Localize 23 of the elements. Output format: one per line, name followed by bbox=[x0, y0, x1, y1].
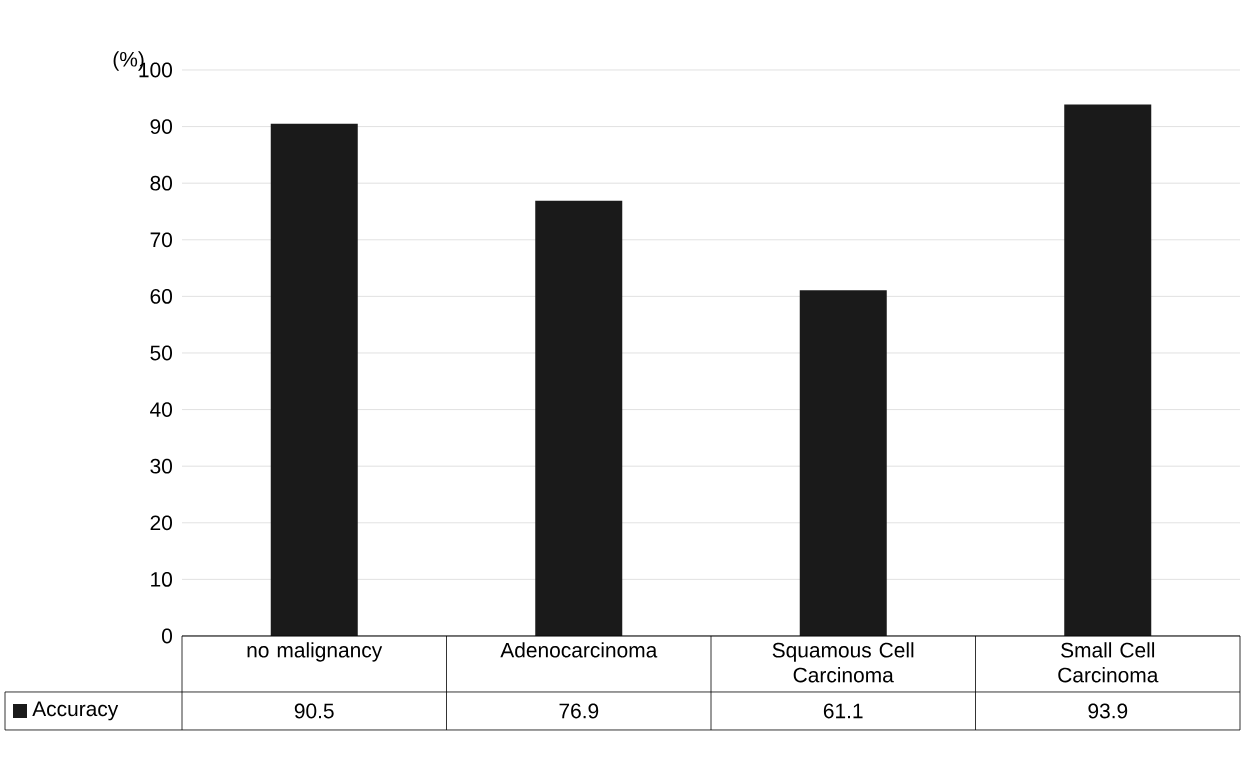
y-tick-label: 0 bbox=[162, 628, 173, 644]
y-tick-label: 70 bbox=[150, 232, 173, 248]
y-tick-label: 10 bbox=[151, 571, 173, 587]
bar bbox=[535, 200, 623, 636]
legend-label: Accuracy bbox=[32, 701, 119, 721]
data-label: 76.9 bbox=[559, 703, 599, 719]
y-tick-label: 80 bbox=[150, 175, 173, 191]
x-tick-label: Adenocarcinoma bbox=[500, 642, 658, 658]
x-tick-label: no malignancy bbox=[247, 642, 383, 662]
data-label: 93.9 bbox=[1088, 703, 1128, 719]
y-tick-label: 50 bbox=[150, 345, 173, 361]
data-label: 61.1 bbox=[823, 703, 863, 719]
y-tick-label: 60 bbox=[150, 288, 173, 304]
x-tick-label: Small Cell Carcinoma bbox=[1058, 642, 1159, 683]
y-tick-label: 90 bbox=[150, 119, 173, 134]
y-tick-label: 40 bbox=[150, 402, 173, 417]
data-label: 90.5 bbox=[294, 703, 334, 719]
y-tick-label: 30 bbox=[150, 458, 173, 474]
x-tick-label: Squamous Cell Carcinoma bbox=[772, 642, 914, 683]
bar bbox=[270, 123, 358, 636]
y-tick-label: 20 bbox=[150, 515, 173, 531]
bar bbox=[799, 290, 887, 636]
bar bbox=[1064, 104, 1152, 636]
